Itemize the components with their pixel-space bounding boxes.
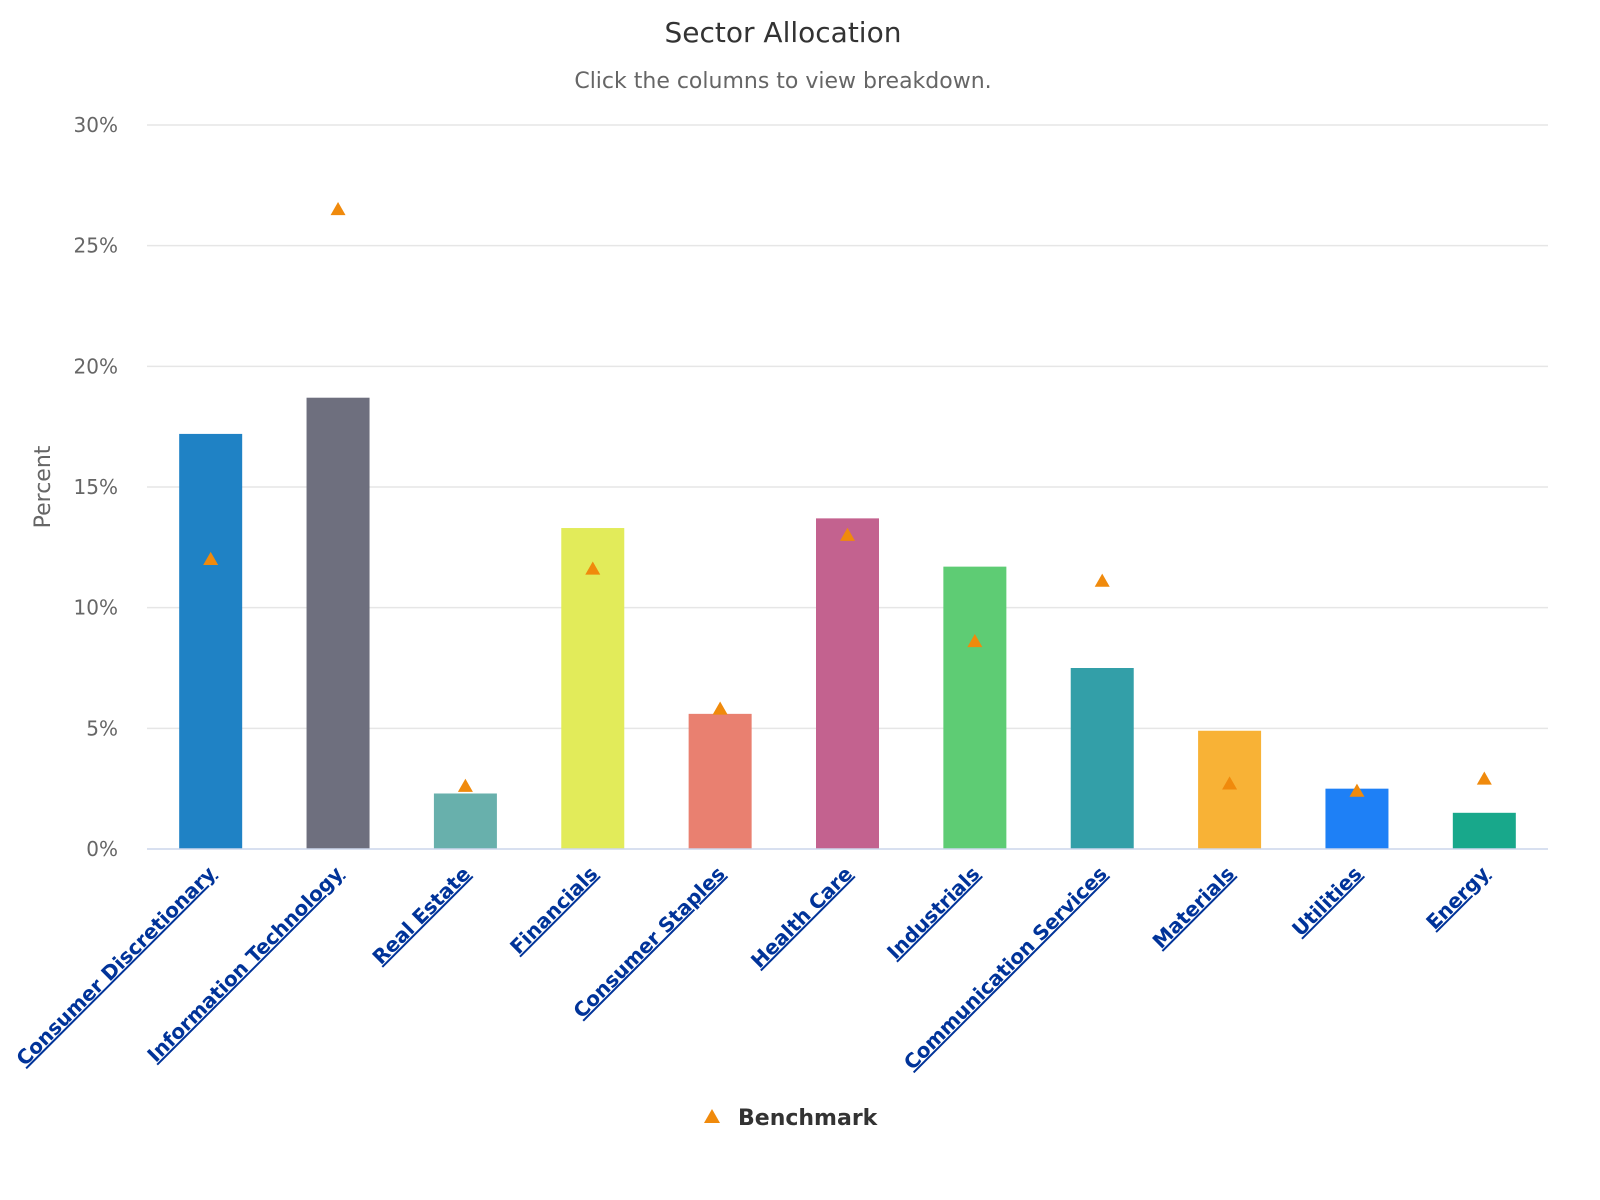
x-tick-materials[interactable]: Materials	[1148, 862, 1240, 954]
bar-communication-services[interactable]	[1070, 668, 1134, 849]
benchmark-marker	[712, 701, 728, 715]
benchmark-marker	[203, 551, 219, 566]
bar-health-care[interactable]	[816, 518, 879, 849]
y-tick-label: 10%	[74, 596, 118, 620]
y-tick-label: 30%	[74, 113, 118, 137]
bar-consumer-staples[interactable]	[688, 713, 752, 849]
bar-series	[179, 397, 1516, 849]
grid-lines	[147, 124, 1548, 730]
benchmark-marker	[1222, 776, 1238, 790]
legend[interactable]: Benchmark	[704, 1106, 879, 1131]
bar-real-estate[interactable]	[433, 793, 497, 849]
x-tick-health-care[interactable]: Health Care	[746, 862, 857, 973]
benchmark-marker	[967, 633, 983, 648]
y-tick-label: 15%	[74, 475, 118, 499]
x-tick-energy[interactable]: Energy	[1421, 862, 1494, 935]
bar-materials[interactable]	[1198, 730, 1262, 849]
bar-consumer-discretionary[interactable]	[179, 433, 243, 849]
x-tick-utilities[interactable]: Utilities	[1287, 862, 1366, 941]
x-tick-consumer-discretionary[interactable]: Consumer Discretionary	[11, 862, 220, 1071]
chart-title: Sector Allocation	[665, 16, 902, 49]
x-tick-financials[interactable]: Financials	[505, 862, 602, 959]
benchmark-marker	[330, 201, 346, 216]
benchmark-marker	[585, 561, 601, 575]
benchmark-legend-marker	[704, 1109, 720, 1123]
y-tick-label: 25%	[74, 234, 118, 258]
benchmark-marker	[1349, 783, 1365, 797]
bar-utilities[interactable]	[1325, 788, 1389, 849]
benchmark-marker	[1476, 771, 1492, 785]
bar-financials[interactable]	[561, 528, 625, 849]
y-axis-label: Percent	[31, 445, 56, 528]
y-tick-label: 20%	[74, 354, 118, 378]
y-axis-ticks: 0% 5% 10% 15% 20% 25% 30%	[74, 113, 118, 861]
bar-information-technology[interactable]	[306, 397, 370, 849]
x-tick-real-estate[interactable]: Real Estate	[367, 862, 475, 970]
benchmark-series	[203, 201, 1492, 797]
x-tick-industrials[interactable]: Industrials	[882, 862, 984, 964]
benchmark-legend-label[interactable]: Benchmark	[738, 1106, 879, 1131]
benchmark-marker	[1094, 573, 1110, 587]
benchmark-marker	[840, 527, 855, 541]
benchmark-marker	[457, 778, 473, 792]
bar-industrials[interactable]	[943, 566, 1007, 849]
bar-energy[interactable]	[1452, 812, 1516, 849]
x-tick-communication-services[interactable]: Communication Services	[899, 862, 1112, 1075]
y-tick-label: 5%	[86, 716, 118, 740]
chart-subtitle: Click the columns to view breakdown.	[574, 69, 991, 94]
y-tick-label: 0%	[86, 837, 118, 861]
